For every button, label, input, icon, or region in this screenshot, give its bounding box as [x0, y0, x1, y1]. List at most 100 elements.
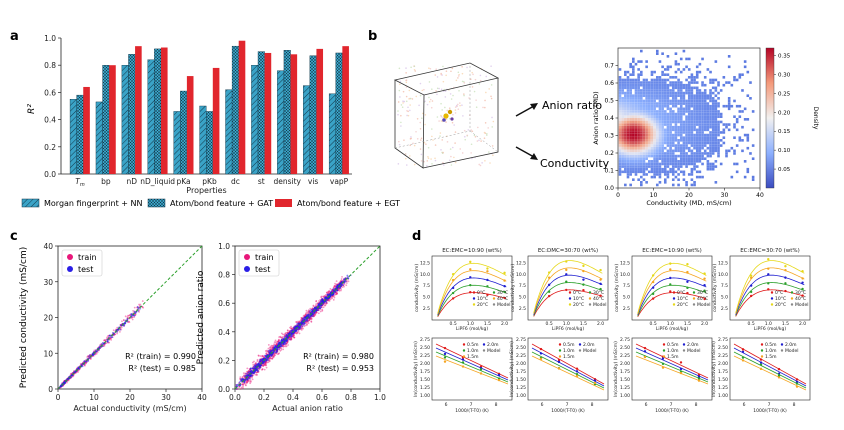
data-point: [582, 283, 584, 285]
heatmap-cell: [635, 152, 638, 155]
heatmap-cell: [648, 84, 651, 87]
arrow-label-conductivity: Conductivity: [540, 157, 610, 170]
heatmap-cell: [701, 163, 704, 166]
heatmap-cell: [643, 92, 646, 95]
particle: [444, 107, 446, 109]
heatmap-cell: [701, 118, 704, 121]
y-tick-label: 2.25: [516, 353, 526, 359]
heatmap-cell: [685, 89, 688, 92]
heatmap-cell: [629, 142, 632, 145]
heatmap-cell: [624, 157, 627, 160]
legend-marker-test: [244, 266, 250, 272]
data-point: [686, 292, 688, 294]
train-point: [134, 307, 136, 309]
particle: [471, 72, 473, 74]
heatmap-cell: [752, 129, 755, 132]
data-point: [582, 278, 584, 280]
heatmap-cell: [661, 52, 664, 55]
train-point: [313, 305, 315, 307]
heatmap-cell: [736, 129, 739, 132]
heatmap-cell: [664, 68, 667, 71]
heatmap-cell: [619, 139, 622, 142]
heatmap-cell: [651, 160, 654, 163]
heatmap-cell: [656, 81, 659, 84]
heatmap-cell: [632, 171, 635, 174]
heatmap-cell: [619, 102, 622, 105]
heatmap-cell: [672, 94, 675, 97]
particle: [429, 101, 431, 103]
train-point: [262, 355, 264, 357]
legend-label: 1.5m: [563, 354, 575, 360]
heatmap-cell: [635, 171, 638, 174]
particle: [405, 80, 407, 82]
heatmap-cell: [664, 81, 667, 84]
particle: [474, 135, 476, 137]
heatmap-cell: [701, 113, 704, 116]
heatmap-cell: [659, 181, 662, 184]
heatmap-cell: [715, 121, 718, 124]
heatmap-cell: [693, 79, 696, 82]
heatmap-cell: [736, 171, 739, 174]
heatmap-cell: [701, 155, 704, 158]
train-point: [326, 292, 328, 294]
heatmap-cell: [696, 129, 699, 132]
heatmap-cell: [632, 129, 635, 132]
heatmap-cell: [667, 123, 670, 126]
heatmap-cell: [621, 121, 624, 124]
heatmap-cell: [621, 105, 624, 108]
particle: [459, 148, 461, 150]
heatmap-cell: [677, 134, 680, 137]
heatmap-cell: [688, 121, 691, 124]
heatmap-cell: [627, 139, 630, 142]
heatmap-cell: [637, 108, 640, 111]
heatmap-cell: [683, 87, 686, 90]
r2-test-label: R² (test) = 0.953: [306, 364, 374, 373]
heatmap-cell: [675, 139, 678, 142]
heatmap-cell: [651, 87, 654, 90]
heatmap-cell: [691, 134, 694, 137]
heatmap-cell: [669, 89, 672, 92]
heatmap-cell: [645, 100, 648, 103]
heatmap-cell: [653, 160, 656, 163]
particle: [417, 118, 419, 120]
md-simulation-box: [395, 63, 498, 168]
panel-label-d: d: [412, 229, 421, 244]
heatmap-cell: [632, 157, 635, 160]
heatmap-cell: [656, 142, 659, 145]
heatmap-cell: [675, 134, 678, 137]
legend-label: Model: [497, 302, 511, 308]
data-point: [452, 292, 454, 294]
heatmap-cell: [629, 102, 632, 105]
bar-bp-series-2: [103, 65, 110, 174]
heatmap-cell: [707, 152, 710, 155]
heatmap-cell: [683, 131, 686, 134]
heatmap-cell: [632, 108, 635, 111]
heatmap-cell: [672, 84, 675, 87]
particle: [479, 83, 481, 85]
heatmap-cell: [704, 113, 707, 116]
heatmap-cell: [696, 108, 699, 111]
heatmap-cell: [685, 165, 688, 168]
heatmap-cell: [680, 147, 683, 150]
particle: [424, 142, 426, 144]
test-point: [262, 358, 264, 360]
bar-dc-series-2: [232, 46, 239, 174]
heatmap-cell: [688, 58, 691, 61]
heatmap-cell: [677, 126, 680, 129]
heatmap-cell: [640, 92, 643, 95]
train-point: [246, 367, 248, 369]
test-point: [250, 370, 252, 372]
heatmap-cell: [643, 139, 646, 142]
heatmap-cell: [672, 113, 675, 116]
heatmap-cell: [696, 66, 699, 69]
train-point: [121, 327, 123, 329]
heatmap-cell: [720, 131, 723, 134]
heatmap-cell: [685, 87, 688, 90]
heatmap-cell: [624, 165, 627, 168]
heatmap-cell: [661, 160, 664, 163]
train-point: [285, 332, 287, 334]
heatmap-cell: [624, 84, 627, 87]
heatmap-cell: [629, 97, 632, 100]
heatmap-cell: [688, 102, 691, 105]
